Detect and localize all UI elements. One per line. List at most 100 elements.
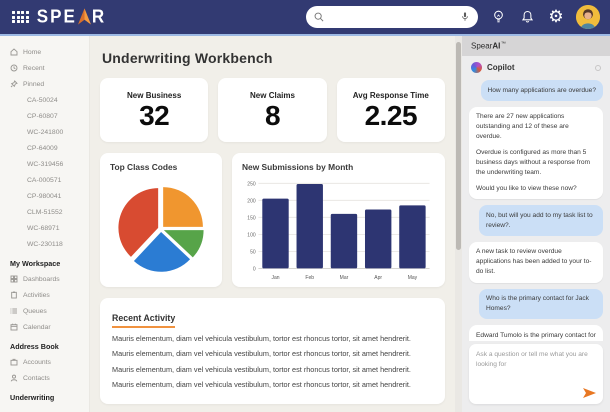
sidebar-item-contacts[interactable]: Contacts [10,370,89,386]
search-input[interactable] [329,12,455,22]
sidebar-item-activities[interactable]: Activities [10,287,89,303]
activity-row: Mauris elementum, diam vel vehicula vest… [112,350,411,359]
sidebar-nav-top: Home Recent Pinned [10,44,89,92]
kpi-card-avg-response-time: Avg Response Time 2.25 [336,78,445,142]
send-icon[interactable] [583,388,596,398]
main-scrollbar-track[interactable] [455,36,462,412]
pinned-case-cp-64009[interactable]: CP-64009 [27,144,58,152]
chat-bubble-user: No, but will you add to my task list to … [479,205,603,236]
svg-text:Apr: Apr [374,275,382,281]
pinned-case-wc-319456[interactable]: WC-319456 [27,160,64,168]
svg-text:250: 250 [247,181,255,187]
sidebar-item-calendar[interactable]: Calendar [10,319,89,335]
logo-arrow-icon [77,8,91,25]
clock-icon [10,64,18,72]
pinned-case-wc-230118[interactable]: WC-230118 [27,240,63,248]
briefcase-icon [10,358,18,366]
sidebar-sections: My Workspace Dashboards Activities Queues Ca… [10,255,89,405]
user-avatar[interactable] [576,5,600,29]
sidebar-item-label: Dashboards [23,275,60,283]
sidebar-section-header-my-workspace: My Workspace [10,258,61,268]
sidebar-item-home[interactable]: Home [10,44,89,60]
sidebar-item-label: Home [23,48,42,56]
kpi-card-new-business: New Business 32 [100,78,209,142]
avatar-person-icon [576,5,600,29]
top-class-codes-card: Top Class Codes [100,153,222,287]
notifications-button[interactable] [518,8,536,26]
kpi-card-new-claims: New Claims 8 [218,78,327,142]
copilot-icon [471,62,482,73]
sidebar-item-pinned[interactable]: Pinned [10,76,89,92]
panel-option-circle[interactable] [595,64,601,71]
sidebar-item-label: Accounts [23,358,51,366]
pie-chart-title: Top Class Codes [110,162,178,172]
chat-bubble-user: Who is the primary contact for Jack Home… [479,288,603,320]
search-icon [314,12,324,22]
pinned-case-ca-50024[interactable]: CA-50024 [27,96,58,104]
main-content: Underwriting Workbench New Business 32 N… [90,36,455,412]
copilot-label: Copilot [487,63,515,72]
pinned-case-cp-60807[interactable]: CP-60807 [27,112,58,120]
chat-message-list: How many applications are overdue? There … [462,79,610,341]
sidebar-item-accounts[interactable]: Accounts [10,354,89,370]
settings-button[interactable]: ⚙ [547,8,565,26]
svg-text:Feb: Feb [305,275,314,281]
sidebar-item-label: Queues [23,307,47,315]
chat-bubble-assistant: A new task to review overdue application… [469,241,603,283]
submissions-bar-chart: 0 50 100 150 200 250 Jan Feb Mar Apr May [247,181,430,281]
sidebar-pinned-cases: CA-50024 CP-60807 WC-241800 CP-64009 WC-3194… [10,92,89,252]
main-scrollbar-thumb[interactable] [456,42,461,250]
pinned-case-clm-51552[interactable]: CLM-51552 [27,208,63,216]
bar-chart-title: New Submissions by Month [242,162,354,172]
clipboard-icon [10,291,18,299]
svg-text:0: 0 [253,266,256,272]
apps-grid-icon[interactable] [12,10,29,24]
list-icon [10,307,18,315]
sidebar-item-label: Calendar [23,323,51,331]
logo-text-suffix: R [91,6,107,27]
svg-text:150: 150 [247,215,255,221]
sidebar-section-header-underwriting: Underwriting [10,392,55,402]
spear-logo: SPE R [37,6,106,28]
gear-icon: ⚙ [548,6,564,27]
svg-text:100: 100 [247,232,255,238]
bell-icon [521,10,533,23]
chat-bubble-assistant: Edward Tumolo is the primary contact for… [469,325,603,341]
kpi-label: New Business [127,90,182,100]
sidebar-item-queues[interactable]: Queues [10,303,89,319]
kpi-row: New Business 32 New Claims 8 Avg Respons… [100,78,445,142]
class-codes-pie-chart [118,187,204,272]
chat-input[interactable] [476,350,596,386]
sidebar-item-dashboards[interactable]: Dashboards [10,271,89,287]
sidebar-section-header-address-book: Address Book [10,341,59,351]
ideas-button[interactable] [489,8,507,26]
left-sidebar: Home Recent Pinned CA-50024 CP-60807 WC-2418… [0,36,90,412]
pin-icon [10,80,18,88]
sidebar-item-label: Recent [23,64,45,72]
sidebar-item-label: Activities [23,291,50,299]
person-icon [10,374,18,382]
sidebar-item-recent[interactable]: Recent [10,60,89,76]
svg-text:200: 200 [247,198,255,204]
copilot-header-row: Copilot [462,56,610,79]
pinned-case-wc-68971[interactable]: WC-68971 [27,224,60,232]
global-search [306,6,478,28]
kpi-value: 32 [139,99,170,131]
svg-text:May: May [408,275,418,281]
spear-ai-panel: SpearAI™ Copilot How many applications a… [462,36,610,412]
pinned-case-ca-000571[interactable]: CA-000571 [27,176,62,184]
pinned-case-wc-241800[interactable]: WC-241800 [27,128,64,136]
sidebar-item-label: Contacts [23,374,50,382]
svg-text:50: 50 [250,249,256,255]
kpi-value: 2.25 [364,99,418,131]
page-title: Underwriting Workbench [102,50,273,66]
calendar-icon [10,323,18,331]
top-navbar: SPE R [0,0,610,36]
svg-text:Jan: Jan [271,275,279,281]
pinned-case-cp-980041[interactable]: CP-980041 [27,192,62,200]
activity-row: Mauris elementum, diam vel vehicula vest… [112,365,411,374]
recent-activity-list: Mauris elementum, diam vel vehicula vest… [112,335,433,390]
lightbulb-icon [493,10,503,23]
new-submissions-card: New Submissions by Month 0 50 100 150 200 250… [232,153,445,287]
microphone-icon[interactable] [459,11,471,23]
